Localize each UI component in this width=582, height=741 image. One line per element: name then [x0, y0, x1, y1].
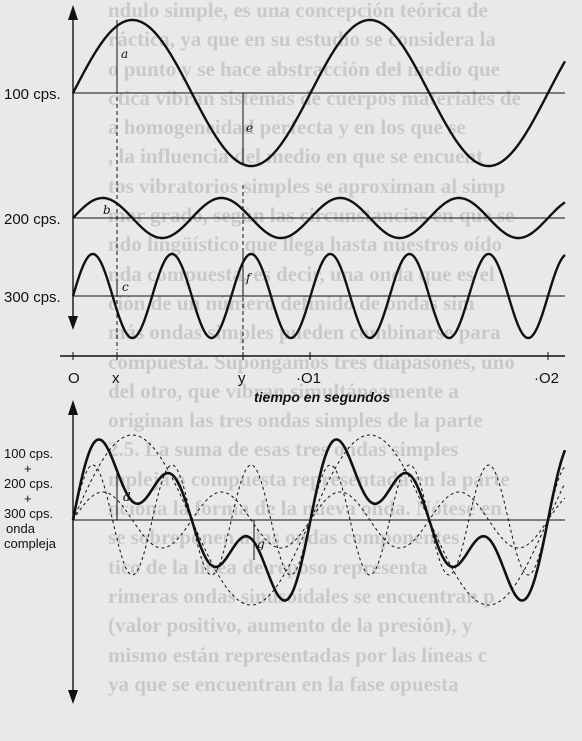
background-text-line: ya que se encuentran en la fase opuesta — [108, 671, 459, 696]
time-axis-title: tiempo en segundos — [254, 389, 390, 405]
background-text-line: ndulo simple, es una concepción teórica … — [108, 0, 488, 22]
background-text-line: nciona la forma de la nueva onda. Nótese… — [108, 496, 502, 521]
top-axis-arrow-down — [68, 316, 78, 330]
background-text-line: ndo lingüístico que llega hasta nuestros… — [108, 232, 503, 257]
sum-label-100: 100 cps. — [4, 446, 53, 461]
sum-plus-1: + — [24, 461, 32, 476]
complex-wave — [71, 438, 567, 602]
background-text-line: ctica vibran sistemas de cuerpos materia… — [108, 85, 521, 110]
bottom-axis-arrow-down — [68, 690, 78, 704]
sum-label-300: 300 cps. — [4, 506, 53, 521]
sum-label-compleja: compleja — [4, 536, 57, 551]
background-text-line: compuesta. Supongamos tres diapasones, u… — [108, 349, 515, 374]
wave-200-cps — [72, 196, 566, 240]
background-text-line: rimeras ondas sinusoidales se encuentran… — [108, 583, 495, 608]
letter-f: f — [245, 271, 253, 285]
sum-label-onda: onda — [6, 521, 36, 536]
background-text-line: ción de un número definido de ondas sim — [108, 290, 475, 315]
tick-label-x: x — [112, 370, 120, 387]
tick-label-02: ·O2 — [534, 370, 559, 387]
background-text-line: (valor positivo, aumento de la presión),… — [108, 613, 473, 638]
tick-label-01: ·O1 — [296, 370, 321, 387]
letter-a: a — [121, 47, 128, 61]
wave-300-cps — [71, 252, 566, 340]
background-text-line: nda compuesta, es decir, una onda que es… — [108, 261, 495, 286]
background-text-line: más ondas simples pueden combinarse para — [108, 320, 501, 345]
wave-100-cps — [71, 18, 567, 168]
tick-label-0: O — [68, 370, 80, 387]
background-text-line: mor grado, según las circunstancias en q… — [108, 203, 515, 228]
label-300-cps: 300 cps. — [4, 289, 61, 306]
tick-label-y: y — [238, 370, 246, 387]
background-text-line: mismo están representadas por las líneas… — [108, 642, 488, 667]
label-200-cps: 200 cps. — [4, 211, 61, 228]
component-100-dashed — [72, 434, 566, 606]
sum-label-200: 200 cps. — [4, 476, 53, 491]
background-text-line: tos vibratorios simples se aproximan al … — [108, 173, 506, 198]
letter-g: g — [257, 537, 265, 551]
letter-b: b — [103, 203, 111, 217]
letter-c: c — [122, 280, 129, 294]
background-text-line: , la influencia del medio en que se encu… — [108, 144, 484, 169]
letter-e: e — [246, 121, 253, 135]
background-text-line: se sobreponen a las ondas componentes — [108, 525, 460, 550]
background-text-line: ráctica, ya que en su estudio se conside… — [108, 27, 496, 52]
background-text-line: del otro, que vibran simultáneamente a — [108, 378, 459, 403]
bottom-axis-arrow-up — [68, 400, 78, 415]
background-text-line: 2.5. La suma de esas tres ondas simples — [108, 437, 459, 462]
letter-d: d — [123, 490, 131, 504]
sum-plus-2: + — [24, 491, 32, 506]
label-100-cps: 100 cps. — [4, 86, 61, 103]
background-text-line: originan las tres ondas simples de la pa… — [108, 408, 483, 433]
top-axis-arrow-up — [68, 5, 78, 20]
